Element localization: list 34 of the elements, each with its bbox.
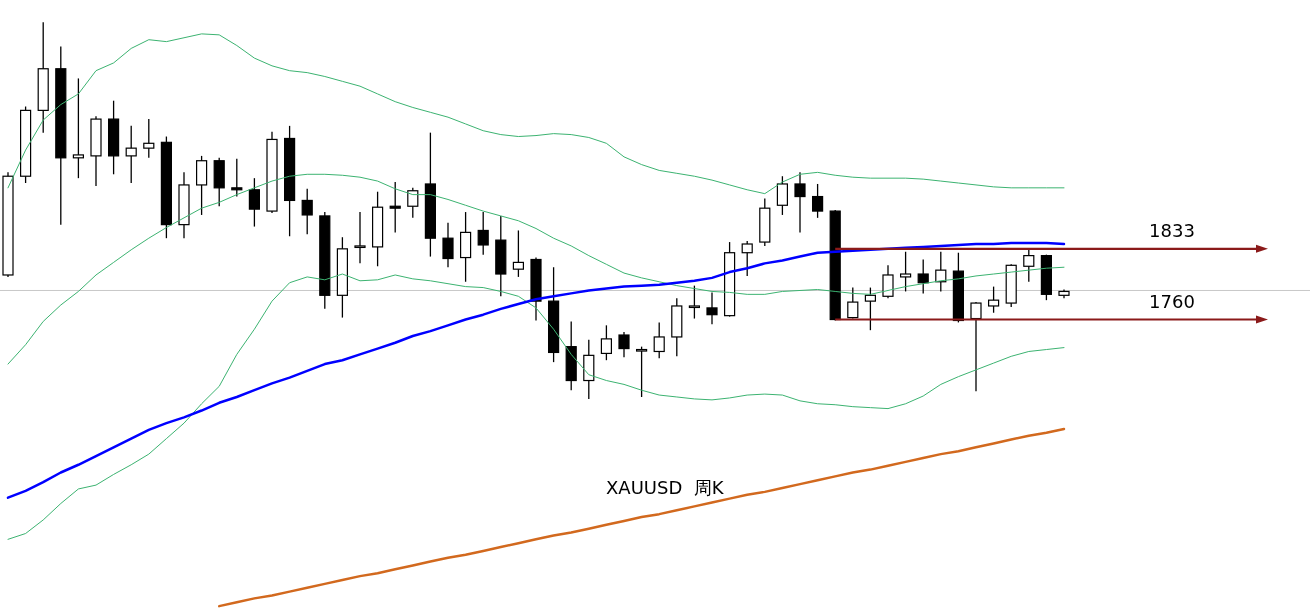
candlestick xyxy=(248,177,260,228)
candlestick xyxy=(354,211,366,265)
ref-line-label: 1760 xyxy=(1149,290,1195,312)
candlestick xyxy=(301,188,313,235)
annotation: XAUUSD 周K xyxy=(606,477,725,498)
ref-line-label: 1833 xyxy=(1149,219,1195,241)
candlestick xyxy=(389,181,401,234)
candlestick xyxy=(882,264,894,299)
candlestick xyxy=(636,345,648,398)
candlestick xyxy=(512,229,524,278)
candlestick xyxy=(900,251,912,293)
candlestick xyxy=(143,118,155,159)
candlestick xyxy=(794,171,806,234)
candlestick xyxy=(988,285,1000,314)
candlestick xyxy=(477,211,489,256)
candlestick xyxy=(917,258,929,295)
candlestick xyxy=(776,175,788,216)
candlestick xyxy=(812,183,824,219)
candlestick xyxy=(970,301,982,392)
candlestick xyxy=(1023,249,1035,283)
candlestick xyxy=(442,222,454,268)
candlestick xyxy=(72,77,84,179)
candlestick xyxy=(125,125,137,184)
candlestick xyxy=(864,286,876,331)
candlestick xyxy=(688,284,700,320)
candlestick xyxy=(653,321,665,359)
candlestick xyxy=(600,324,612,361)
candlestick xyxy=(935,251,947,293)
candlestick xyxy=(741,240,753,277)
candlestick xyxy=(618,331,630,358)
candlestick xyxy=(407,187,419,219)
candlestick xyxy=(847,286,859,320)
candlestick xyxy=(231,158,243,198)
candlestick xyxy=(706,291,718,326)
